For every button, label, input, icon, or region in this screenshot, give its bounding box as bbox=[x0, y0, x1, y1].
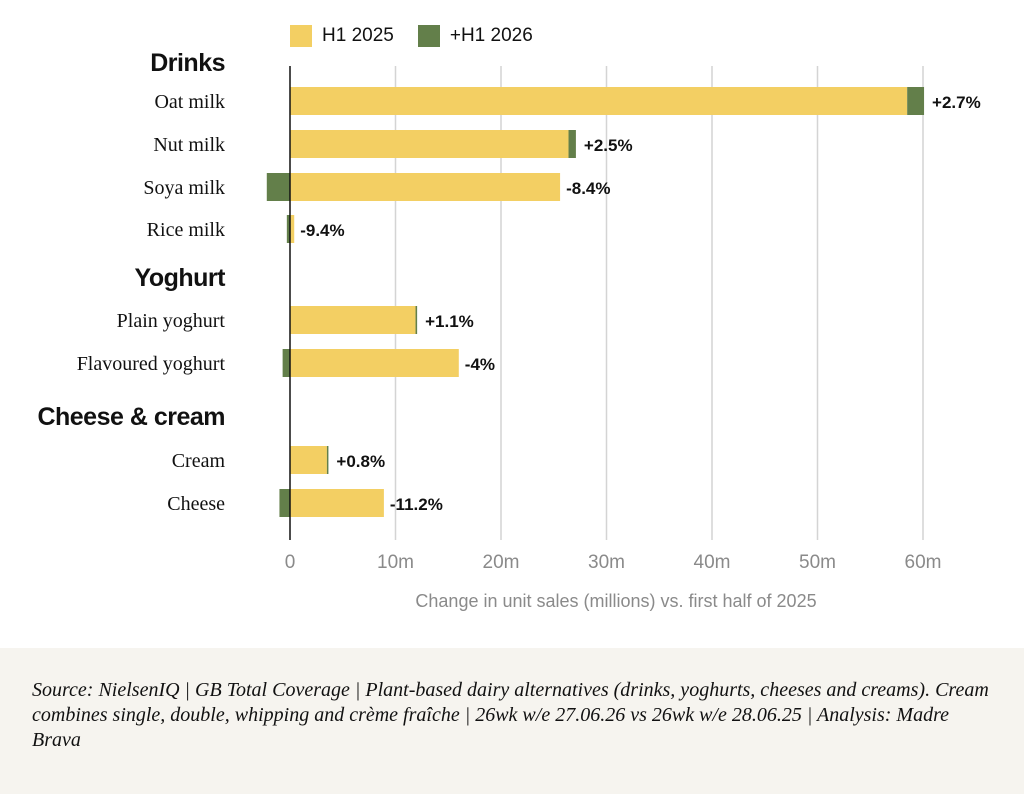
data-label-plain-yoghurt: +1.1% bbox=[425, 312, 474, 331]
bar-h1-2025-flavoured-yoghurt bbox=[290, 349, 459, 377]
legend-item-h1-2025: H1 2025 bbox=[290, 25, 394, 47]
legend-label-h1-2025: H1 2025 bbox=[322, 25, 394, 46]
data-label-cream: +0.8% bbox=[336, 452, 385, 471]
data-label-rice-milk: -9.4% bbox=[300, 221, 344, 240]
bar-change-nut-milk bbox=[568, 130, 576, 158]
category-label-oat-milk: Oat milk bbox=[154, 91, 225, 113]
footer: Source: NielsenIQ | GB Total Coverage | … bbox=[0, 648, 1024, 794]
category-label-flavoured-yoghurt: Flavoured yoghurt bbox=[77, 353, 226, 375]
bar-change-cheese bbox=[279, 489, 290, 517]
chart-area: H1 2025 +H1 2026 0 10m 20m 30m 40m 50m 60m Chan… bbox=[37, 25, 981, 611]
x-tick-label-0: 0 bbox=[285, 552, 296, 573]
category-label-nut-milk: Nut milk bbox=[153, 134, 225, 156]
x-axis-label: Change in unit sales (millions) vs. firs… bbox=[415, 591, 816, 611]
category-label-soya-milk: Soya milk bbox=[143, 177, 225, 199]
bar-change-flavoured-yoghurt bbox=[282, 349, 290, 377]
legend-swatch-h1-2025 bbox=[290, 25, 312, 47]
category-label-cream: Cream bbox=[172, 450, 226, 472]
data-label-cheese: -11.2% bbox=[390, 495, 443, 514]
x-tick-label-20: 20m bbox=[483, 552, 520, 573]
x-tick-label-40: 40m bbox=[694, 552, 731, 573]
category-label-plain-yoghurt: Plain yoghurt bbox=[117, 310, 226, 332]
data-label-nut-milk: +2.5% bbox=[584, 136, 633, 155]
bar-h1-2025-cream bbox=[290, 446, 327, 474]
bar-chart: 0 10m 20m 30m 40m 50m 60m Change in unit sales … bbox=[37, 49, 981, 611]
x-tick-label-30: 30m bbox=[588, 552, 625, 573]
legend-item-h1-2026: +H1 2026 bbox=[417, 25, 533, 47]
source-note: Source: NielsenIQ | GB Total Coverage | … bbox=[32, 679, 989, 751]
group-label-1: Yoghurt bbox=[135, 264, 227, 292]
bar-h1-2025-plain-yoghurt bbox=[290, 306, 416, 334]
legend-swatch-h1-2026 bbox=[417, 25, 440, 47]
data-label-soya-milk: -8.4% bbox=[566, 179, 610, 198]
bar-change-plain-yoghurt bbox=[415, 306, 418, 334]
bar-h1-2025-soya-milk bbox=[290, 173, 561, 201]
legend-label-h1-2026: +H1 2026 bbox=[449, 25, 533, 46]
bar-change-soya-milk bbox=[266, 173, 290, 201]
x-tick-label-60: 60m bbox=[905, 552, 942, 573]
bar-h1-2025-rice-milk bbox=[290, 215, 295, 243]
bar-h1-2025-nut-milk bbox=[290, 130, 569, 158]
legend: H1 2025 +H1 2026 bbox=[290, 25, 533, 47]
bar-change-rice-milk bbox=[286, 215, 290, 243]
category-label-rice-milk: Rice milk bbox=[147, 219, 225, 241]
bar-h1-2025-cheese bbox=[290, 489, 384, 517]
group-label-2: Cheese & cream bbox=[37, 403, 225, 431]
data-label-oat-milk: +2.7% bbox=[932, 93, 981, 112]
bar-change-cream bbox=[326, 446, 329, 474]
x-tick-label-50: 50m bbox=[799, 552, 836, 573]
group-label-0: Drinks bbox=[150, 49, 225, 77]
category-label-cheese: Cheese bbox=[167, 493, 225, 515]
bar-change-oat-milk bbox=[907, 87, 925, 115]
x-tick-label-10: 10m bbox=[377, 552, 414, 573]
data-label-flavoured-yoghurt: -4% bbox=[465, 355, 495, 374]
bar-h1-2025-oat-milk bbox=[290, 87, 908, 115]
